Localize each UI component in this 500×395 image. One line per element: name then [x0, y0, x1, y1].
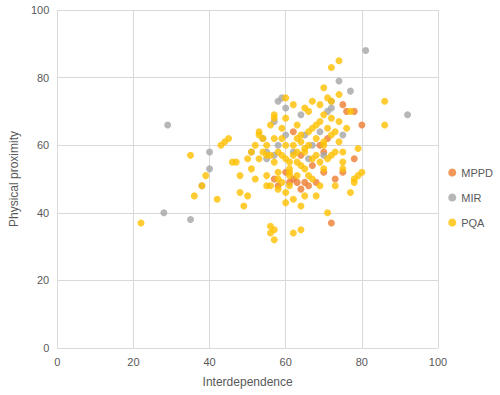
svg-text:80: 80 [356, 356, 368, 368]
svg-text:100: 100 [31, 4, 49, 16]
svg-text:80: 80 [37, 72, 49, 84]
svg-text:0: 0 [54, 356, 60, 368]
svg-text:40: 40 [37, 207, 49, 219]
svg-text:60: 60 [37, 139, 49, 151]
svg-text:60: 60 [280, 356, 292, 368]
svg-text:PQA: PQA [461, 217, 485, 229]
svg-text:40: 40 [203, 356, 215, 368]
svg-text:MIR: MIR [461, 192, 481, 204]
svg-text:100: 100 [429, 356, 447, 368]
svg-text:20: 20 [127, 356, 139, 368]
svg-text:Physical proximity: Physical proximity [7, 131, 21, 227]
svg-text:MPPD: MPPD [461, 167, 493, 179]
svg-text:Interdependence: Interdependence [203, 375, 293, 389]
svg-text:20: 20 [37, 274, 49, 286]
svg-text:0: 0 [43, 342, 49, 354]
